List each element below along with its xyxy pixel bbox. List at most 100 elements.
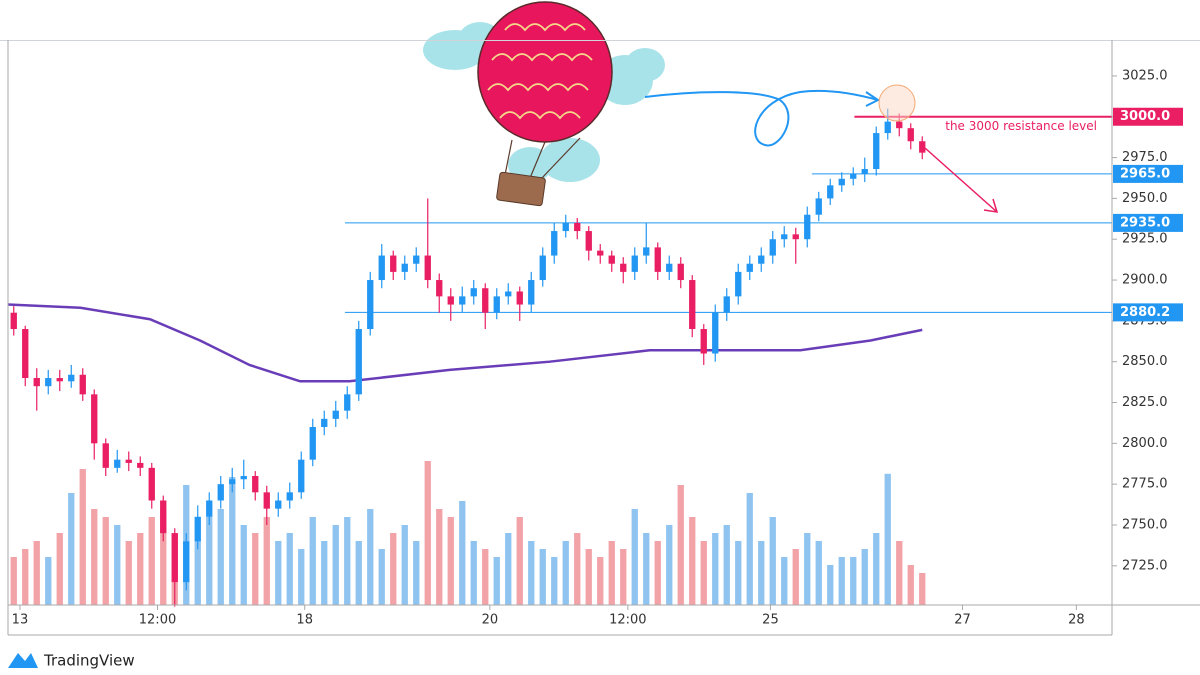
- volume-bar: [355, 541, 362, 605]
- volume-bar: [79, 469, 86, 605]
- axes: 2725.02750.02775.02800.02825.02850.02875…: [12, 68, 1183, 628]
- volume-bar: [436, 509, 443, 605]
- volume-bar: [815, 541, 822, 605]
- candle-body: [183, 541, 190, 583]
- candle-body: [332, 410, 339, 419]
- candle-body: [137, 462, 144, 468]
- candle-body: [758, 255, 765, 264]
- volume-bar: [390, 533, 397, 605]
- highlight-circle: [878, 84, 916, 122]
- x-tick-label: 18: [296, 613, 313, 628]
- volume-bar: [574, 533, 581, 605]
- candle-body: [125, 459, 132, 463]
- x-tick-label: 12:00: [139, 613, 176, 628]
- volume-bar: [252, 533, 259, 605]
- y-tick-label: 2900.0: [1122, 273, 1168, 288]
- candle-body: [804, 214, 811, 240]
- candle-body: [631, 255, 638, 272]
- volume-bar: [654, 541, 661, 605]
- level-badge: [1113, 213, 1183, 232]
- candle-body: [815, 198, 822, 215]
- candle-body: [367, 280, 374, 330]
- level-badge: [1113, 164, 1183, 183]
- volume-bar: [781, 557, 788, 605]
- volume-bar: [160, 509, 167, 605]
- candle-body: [240, 475, 247, 480]
- candle-body: [700, 329, 707, 354]
- candle-body: [321, 418, 328, 428]
- candle-body: [643, 247, 650, 256]
- x-tick-label: 28: [1068, 613, 1085, 628]
- volume-bar: [792, 549, 799, 605]
- volume-bar: [712, 533, 719, 605]
- candle-body: [424, 255, 431, 281]
- volume-bar: [620, 549, 627, 605]
- volume-bar: [217, 509, 224, 605]
- candle-body: [884, 121, 891, 134]
- volume-bar: [102, 517, 109, 605]
- candle-body: [206, 500, 213, 517]
- x-tick-label: 20: [482, 613, 499, 628]
- candle-body: [401, 263, 408, 272]
- volume-bar: [907, 565, 914, 605]
- x-tick-label: 25: [762, 613, 779, 628]
- volume-bar: [286, 533, 293, 605]
- volume-bar: [631, 509, 638, 605]
- candle-body: [666, 263, 673, 272]
- volume-bar: [689, 517, 696, 605]
- candle-body: [470, 288, 477, 297]
- candle-body: [160, 500, 167, 534]
- candle-body: [45, 378, 52, 387]
- candle-body: [436, 280, 443, 297]
- arrow-decoration: [644, 89, 880, 147]
- volume-bar: [746, 493, 753, 605]
- candle-body: [907, 128, 914, 142]
- candle-body: [298, 459, 305, 493]
- volume-bar: [321, 541, 328, 605]
- volume-bar: [206, 517, 213, 605]
- level-label: 2880.2: [1120, 305, 1170, 320]
- volume-bar: [367, 509, 374, 605]
- volume-bar: [505, 533, 512, 605]
- candle-body: [217, 484, 224, 501]
- candle-body: [229, 479, 236, 485]
- annotation: the 3000 resistance level: [945, 119, 1097, 133]
- candle-body: [33, 378, 40, 387]
- volume-bar: [56, 533, 63, 605]
- candle-body: [79, 374, 86, 395]
- candle-body: [505, 291, 512, 297]
- arrow-decoration: [924, 147, 999, 213]
- level-label: 2935.0: [1120, 215, 1170, 230]
- volume-bar: [309, 517, 316, 605]
- y-tick-label: 2750.0: [1122, 517, 1168, 532]
- y-tick-label: 2850.0: [1122, 354, 1168, 369]
- y-tick-label: 2950.0: [1122, 191, 1168, 206]
- candle-body: [861, 169, 868, 174]
- volume-bar: [493, 557, 500, 605]
- brand-logo: [8, 653, 38, 668]
- candles-layer: [10, 108, 926, 607]
- volume-bar: [585, 549, 592, 605]
- volume-layer: [10, 461, 926, 605]
- candle-body: [344, 394, 351, 411]
- candle-body: [608, 255, 615, 264]
- candle-body: [850, 173, 857, 179]
- volume-bar: [723, 525, 730, 605]
- volume-bar: [528, 541, 535, 605]
- volume-bar: [275, 541, 282, 605]
- volume-bar: [516, 517, 523, 605]
- x-tick-label: 12:00: [609, 613, 646, 628]
- volume-bar: [838, 557, 845, 605]
- y-tick-label: 2825.0: [1122, 395, 1168, 410]
- volume-bar: [240, 525, 247, 605]
- volume-bar: [482, 549, 489, 605]
- volume-bar: [666, 525, 673, 605]
- candle-body: [792, 234, 799, 240]
- candle-body: [309, 427, 316, 460]
- volume-bar: [539, 549, 546, 605]
- candle-body: [654, 247, 661, 272]
- y-tick-label: 2800.0: [1122, 436, 1168, 451]
- candle-body: [516, 291, 523, 305]
- candle-body: [528, 280, 535, 305]
